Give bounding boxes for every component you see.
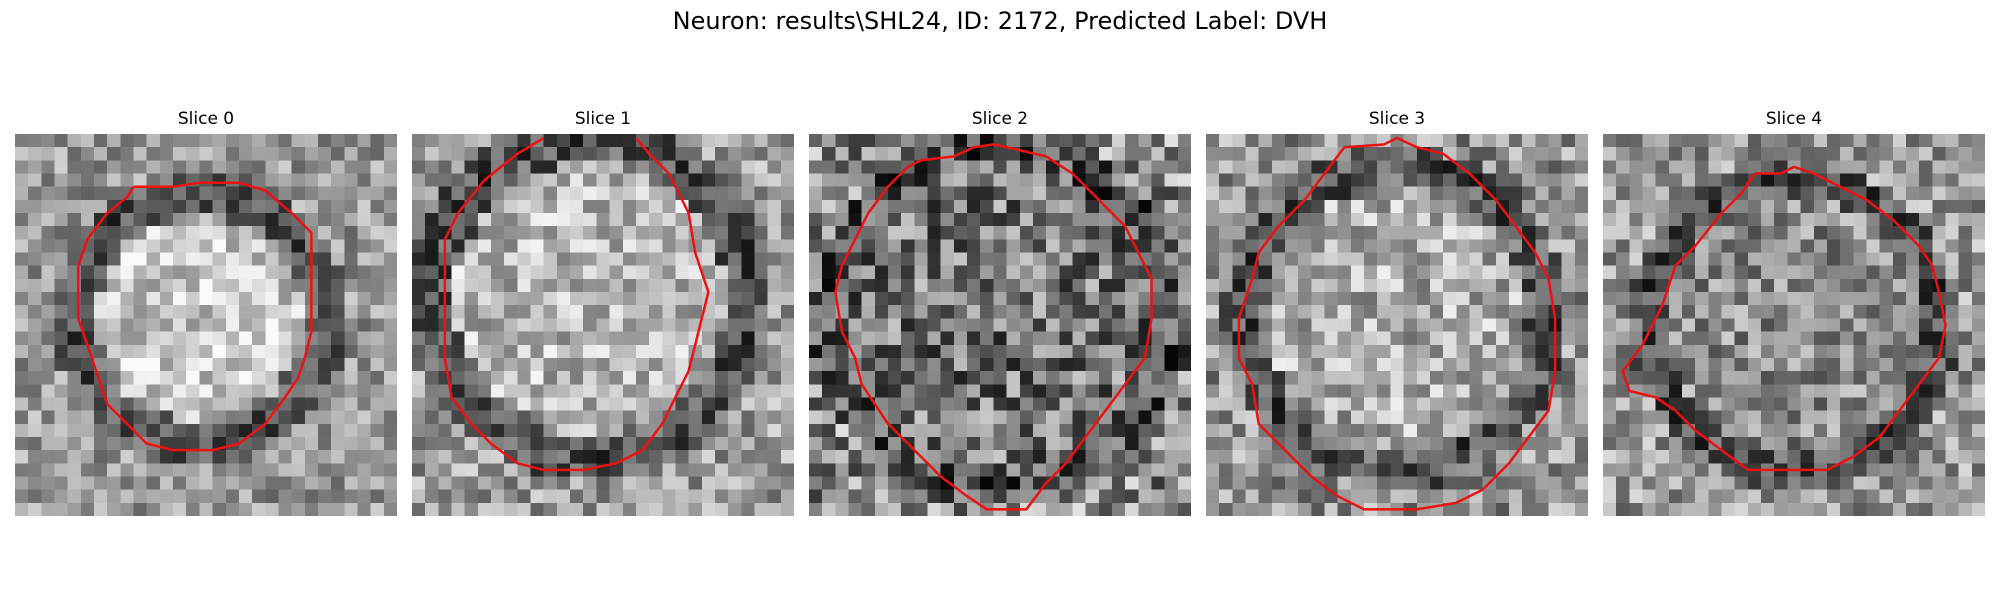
slice-image	[809, 134, 1191, 516]
slice-image	[1206, 134, 1588, 516]
slice-panel-0: Slice 0	[15, 104, 397, 526]
segmentation-contour	[443, 136, 710, 472]
segmentation-contour	[76, 181, 313, 452]
slice-panel-1: Slice 1	[412, 104, 794, 526]
slice-panel-4: Slice 4	[1603, 104, 1985, 526]
slice-title: Slice 3	[1368, 109, 1426, 129]
slice-svg	[15, 134, 397, 516]
segmentation-contour	[1237, 136, 1557, 511]
slice-svg	[809, 134, 1191, 516]
slice-svg	[1206, 134, 1588, 516]
slice-image	[15, 134, 397, 516]
figure-title: Neuron: results\SHL24, ID: 2172, Predict…	[672, 7, 1328, 35]
slice-title: Slice 2	[971, 109, 1029, 129]
slice-title: Slice 0	[177, 109, 235, 129]
slice-image	[412, 134, 794, 516]
slice-panel-3: Slice 3	[1206, 104, 1588, 526]
slice-image	[1603, 134, 1985, 516]
segmentation-contour	[834, 143, 1153, 511]
slice-svg	[1603, 134, 1985, 516]
slice-svg	[412, 134, 794, 516]
slice-title: Slice 4	[1765, 109, 1823, 129]
slice-panel-2: Slice 2	[809, 104, 1191, 526]
segmentation-contour	[1621, 165, 1947, 472]
slice-title: Slice 1	[574, 109, 632, 129]
